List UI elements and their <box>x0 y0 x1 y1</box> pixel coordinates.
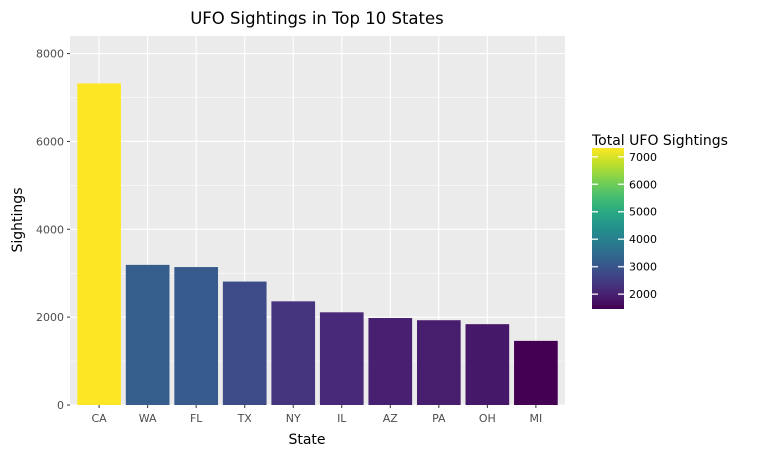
bar-wa <box>125 264 170 405</box>
bar-pa <box>416 320 461 405</box>
y-tick-label: 8000 <box>36 48 64 61</box>
y-tick-label: 6000 <box>36 135 64 148</box>
bar-ca <box>77 83 121 405</box>
legend-break-label: 7000 <box>629 151 657 164</box>
x-axis-ticks: CA WA FL TX NY IL AZ PA OH MI <box>92 405 543 425</box>
legend-break-label: 4000 <box>629 233 657 246</box>
y-axis-title: Sightings <box>10 188 26 253</box>
x-tick-label-wa: WA <box>139 412 157 425</box>
legend-title: Total UFO Sightings <box>591 133 728 149</box>
legend-break-label: 3000 <box>629 261 657 274</box>
x-tick-label-az: AZ <box>383 412 399 425</box>
bar-ny <box>271 301 316 405</box>
y-axis-ticks: 0 2000 4000 6000 8000 <box>36 48 70 412</box>
y-tick-label: 0 <box>57 399 64 412</box>
bar-az <box>368 318 413 405</box>
x-tick-label-oh: OH <box>479 412 496 425</box>
legend-break-label: 6000 <box>629 178 657 191</box>
legend-break-label: 2000 <box>629 288 657 301</box>
x-tick-label-il: IL <box>337 412 347 425</box>
x-tick-label-pa: PA <box>432 412 446 425</box>
bar-fl <box>174 267 219 405</box>
x-tick-label-tx: TX <box>237 412 253 425</box>
legend: Total UFO Sightings 2000 3000 4000 5000 6000… <box>591 133 728 309</box>
bar-oh <box>465 324 510 405</box>
legend-breaks: 2000 3000 4000 5000 6000 7000 <box>592 151 657 301</box>
bar-tx <box>222 281 267 405</box>
colorbar <box>592 148 624 309</box>
x-axis-title: State <box>288 432 325 448</box>
bar-mi <box>514 340 558 405</box>
bars <box>77 83 558 405</box>
legend-break-label: 5000 <box>629 206 657 219</box>
y-tick-label: 2000 <box>36 311 64 324</box>
x-tick-label-fl: FL <box>190 412 203 425</box>
x-tick-label-ny: NY <box>286 412 301 425</box>
y-tick-label: 4000 <box>36 223 64 236</box>
x-tick-label-mi: MI <box>530 412 543 425</box>
bar-il <box>319 312 364 405</box>
chart-title: UFO Sightings in Top 10 States <box>190 9 444 28</box>
x-tick-label-ca: CA <box>92 412 108 425</box>
